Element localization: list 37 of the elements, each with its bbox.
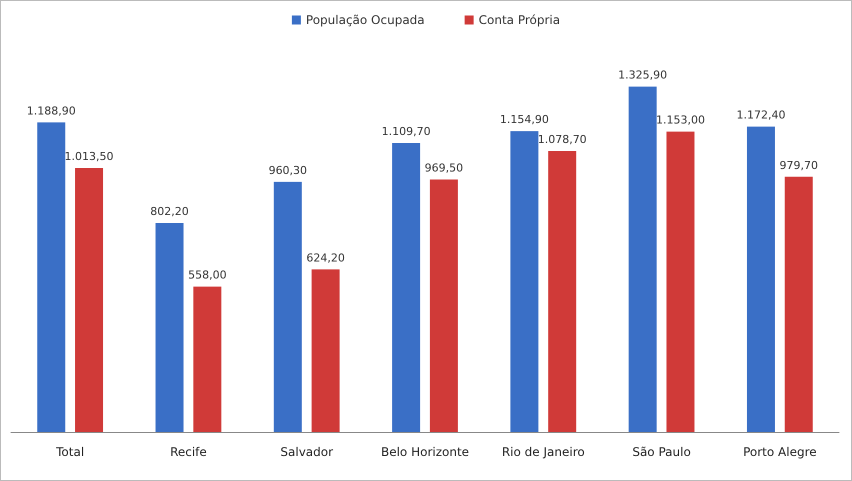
bar (430, 179, 458, 432)
legend-label: População Ocupada (306, 13, 425, 27)
data-label: 1.154,90 (500, 113, 549, 126)
x-tick-label: Recife (170, 445, 207, 459)
data-label: 979,70 (780, 158, 818, 172)
bar (37, 122, 66, 432)
bar (666, 132, 694, 432)
x-tick-label: Total (55, 445, 84, 459)
data-label: 960,30 (268, 164, 308, 177)
x-tick-label: Belo Horizonte (380, 445, 470, 459)
data-label: 1.172,40 (736, 108, 786, 122)
bar (746, 126, 775, 432)
data-label: 802,20 (150, 205, 189, 218)
bar (510, 131, 538, 432)
bar (784, 176, 813, 432)
bar (628, 86, 657, 432)
x-tick-label: Porto Alegre (743, 445, 817, 459)
data-label: 1.325,90 (618, 68, 668, 82)
bar (392, 142, 420, 432)
legend-label: Conta Própria (478, 13, 560, 27)
data-label: 1.188,90 (26, 104, 76, 118)
data-label: 1.153,00 (656, 114, 705, 127)
data-label: 558,00 (188, 268, 227, 282)
x-tick-label: Salvador (280, 445, 334, 459)
bar (156, 223, 184, 432)
data-label: 1.013,50 (64, 150, 114, 164)
bar (75, 168, 104, 432)
bar (312, 269, 340, 432)
bar (548, 151, 576, 432)
data-label: 624,20 (306, 251, 345, 264)
bar (274, 182, 302, 432)
data-label: 1.078,70 (538, 133, 587, 146)
x-tick-label: São Paulo (632, 445, 691, 459)
bar (193, 286, 222, 432)
data-label: 969,50 (424, 161, 464, 174)
x-tick-label: Rio de Janeiro (502, 445, 585, 459)
data-label: 1.109,70 (382, 124, 431, 138)
